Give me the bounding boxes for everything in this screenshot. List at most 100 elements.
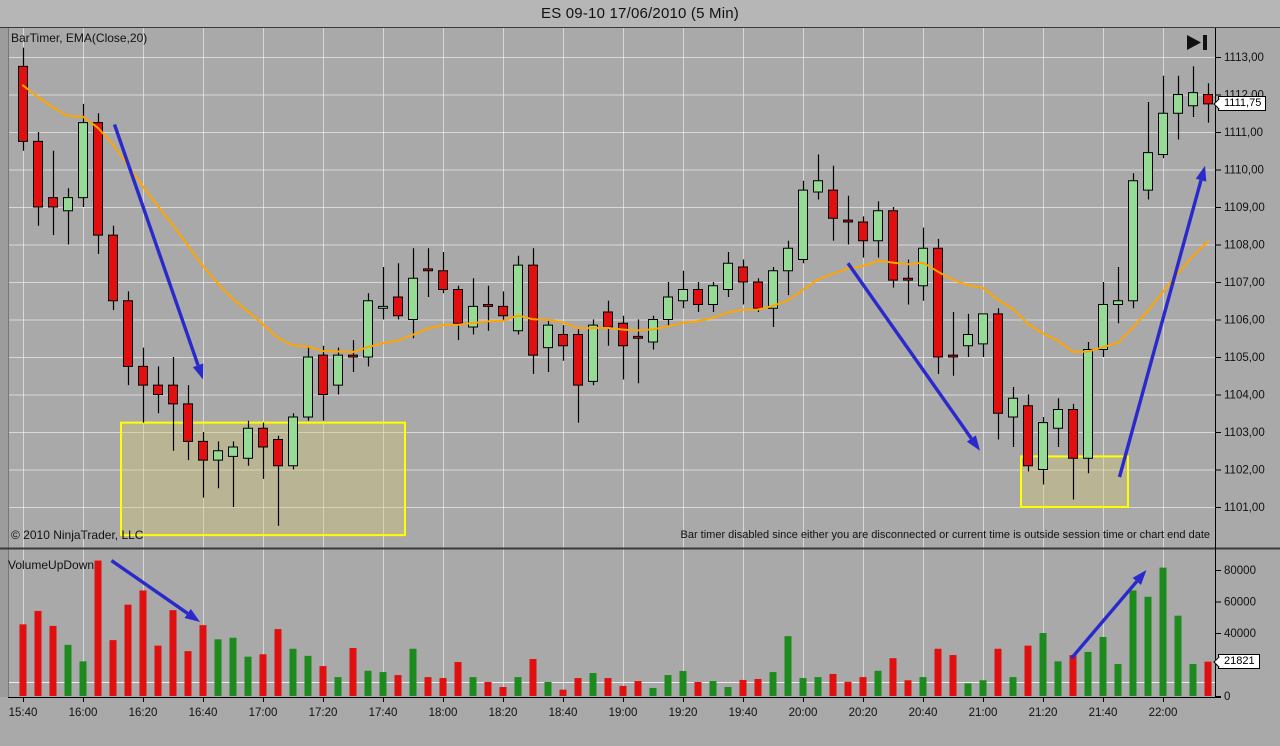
price-axis-tick-label: 1105,00 — [1224, 352, 1265, 364]
volume-axis-tick-label: 60000 — [1224, 597, 1256, 609]
candle-body-down — [93, 122, 103, 236]
volume-bar — [439, 678, 447, 696]
volume-bar — [334, 677, 342, 696]
volume-bar — [529, 658, 537, 696]
candlestick-bar — [408, 248, 418, 339]
candle-body-up — [243, 427, 253, 459]
candle-body-down — [738, 266, 748, 283]
candlestick-bar — [108, 225, 118, 311]
candlestick-bar — [48, 150, 58, 236]
candle-body-up — [1188, 92, 1198, 107]
candlestick-bar — [183, 385, 193, 461]
candlestick-bar — [1113, 267, 1123, 324]
last-price-value: 1111,75 — [1224, 97, 1262, 109]
volume-bar — [934, 648, 942, 696]
volume-bar — [184, 651, 192, 696]
candlestick-bar — [498, 291, 508, 322]
candlestick-bar — [813, 154, 823, 200]
copyright-label: © 2010 NinjaTrader, LLC — [11, 528, 144, 542]
candlestick-bar — [513, 255, 523, 335]
volume-bar — [484, 681, 492, 696]
candle-body-up — [408, 277, 418, 320]
candle-body-down — [633, 335, 643, 339]
candle-body-up — [1158, 112, 1168, 155]
candle-body-down — [348, 354, 358, 358]
candle-body-up — [768, 270, 778, 309]
volume-bar — [589, 673, 597, 696]
time-axis-tick-label: 16:20 — [129, 707, 158, 719]
time-axis-tick-label: 19:40 — [729, 707, 758, 719]
time-axis-tick-label: 21:00 — [969, 707, 998, 719]
volume-bar — [379, 672, 387, 696]
candle-body-down — [453, 289, 463, 324]
candlestick-bar — [933, 238, 943, 374]
skip-to-last-bar-icon[interactable] — [1186, 34, 1210, 52]
volume-bar — [169, 610, 177, 696]
candle-body-down — [1203, 94, 1213, 105]
candle-body-down — [153, 384, 163, 395]
trend-arrows — [110, 123, 1207, 660]
candle-body-up — [543, 324, 553, 349]
volume-bar — [244, 656, 252, 696]
volume-bar — [154, 645, 162, 696]
volume-bar — [259, 654, 267, 696]
candlestick-bar — [1038, 417, 1048, 485]
candle-body-up — [228, 446, 238, 457]
time-axis-tick-label: 19:20 — [669, 707, 698, 719]
candlestick-bar — [873, 201, 883, 258]
volume-bar — [1189, 664, 1197, 696]
volume-bar — [1159, 567, 1167, 696]
left-margin — [0, 28, 8, 697]
time-axis-tick-label: 18:20 — [489, 707, 518, 719]
candlestick-bar — [663, 282, 673, 327]
volume-bar — [19, 624, 27, 696]
candle-body-up — [513, 264, 523, 332]
candlestick-bar — [1053, 398, 1063, 447]
candle-body-down — [198, 440, 208, 461]
volume-bar — [1054, 661, 1062, 696]
arrow-head — [966, 435, 980, 451]
candle-body-down — [423, 268, 433, 272]
volume-bar — [349, 647, 357, 696]
volume-bar — [784, 636, 792, 696]
time-axis-tick-label: 18:00 — [429, 707, 458, 719]
volume-bar — [1069, 655, 1077, 696]
candle-body-down — [1068, 409, 1078, 459]
volume-bar — [604, 678, 612, 696]
candlestick-bar — [708, 282, 718, 312]
indicator-label: BarTimer, EMA(Close,20) — [11, 31, 148, 45]
candlestick-bar — [723, 252, 733, 297]
volume-bar — [274, 629, 282, 696]
candlestick-bar — [753, 278, 763, 312]
gridlines — [8, 28, 1215, 696]
candles — [18, 47, 1213, 526]
candlestick-bar — [618, 315, 628, 380]
candle-body-up — [723, 262, 733, 290]
candlestick-bar — [228, 441, 238, 507]
candlestick-bar — [198, 432, 208, 498]
candlestick-bar — [573, 328, 583, 423]
volume-bar — [889, 658, 897, 696]
candle-body-down — [573, 334, 583, 386]
candle-body-down — [603, 311, 613, 328]
time-axis-tick-label: 20:00 — [789, 707, 818, 719]
candlestick-bar — [828, 165, 838, 241]
candle-body-up — [363, 300, 373, 358]
volume-bar — [199, 625, 207, 696]
candlestick-bar — [633, 319, 643, 384]
candle-body-down — [48, 197, 58, 208]
price-axis-tick-label: 1101,00 — [1224, 502, 1265, 514]
last-volume-value: 21821 — [1224, 655, 1255, 667]
candlestick-bar — [1023, 394, 1033, 472]
candlestick-bar — [948, 312, 958, 376]
volume-bar — [394, 675, 402, 696]
arrow-shaft — [1070, 580, 1139, 660]
candlestick-bar — [273, 435, 283, 526]
time-axis-tick-label: 17:20 — [309, 707, 338, 719]
candle-body-down — [753, 281, 763, 309]
candlestick-bar — [1083, 342, 1093, 474]
volume-bar — [544, 681, 552, 696]
volume-bar — [979, 680, 987, 696]
time-axis-tick-label: 17:00 — [249, 707, 278, 719]
candle-body-down — [483, 304, 493, 307]
